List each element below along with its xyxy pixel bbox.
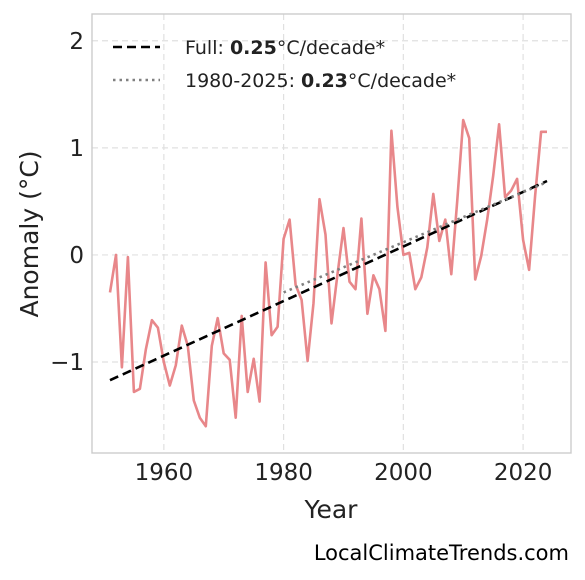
series-layer [108,118,548,428]
recent-trend-line [283,180,548,294]
grid-lines [92,14,571,453]
x-tick-label: 2000 [374,460,433,486]
y-tick-label: 1 [69,136,84,162]
full-trend-line [109,179,548,382]
anomaly-series-line [108,118,547,428]
legend-recent-label: 1980-2025: 0.23°C/decade* [185,70,456,92]
plot-frame [91,13,572,454]
source-credit: LocalClimateTrends.com [314,541,569,565]
x-tick-labels: 1960 1980 2000 2020 [135,460,553,486]
legend-full-prefix: Full: [185,37,230,59]
legend-recent-prefix: 1980-2025: [185,70,301,92]
y-axis-label: Anomaly (°C) [15,150,44,317]
y-tick-label: 0 [69,243,84,269]
y-tick-labels: −1 0 1 2 [50,29,84,376]
x-axis-label: Year [304,495,359,524]
legend-full-suffix: °C/decade* [277,37,385,59]
y-tick-label: 2 [69,29,84,55]
legend-recent-value: 0.23 [301,70,348,92]
x-tick-label: 1960 [135,460,194,486]
legend-full-label: Full: 0.25°C/decade* [185,37,385,59]
legend-full-value: 0.25 [230,37,277,59]
legend: Full: 0.25°C/decade* 1980-2025: 0.23°C/d… [113,37,456,92]
x-tick-label: 2020 [494,460,553,486]
y-tick-label: −1 [50,350,84,376]
legend-recent-suffix: °C/decade* [348,70,456,92]
x-tick-label: 1980 [254,460,313,486]
